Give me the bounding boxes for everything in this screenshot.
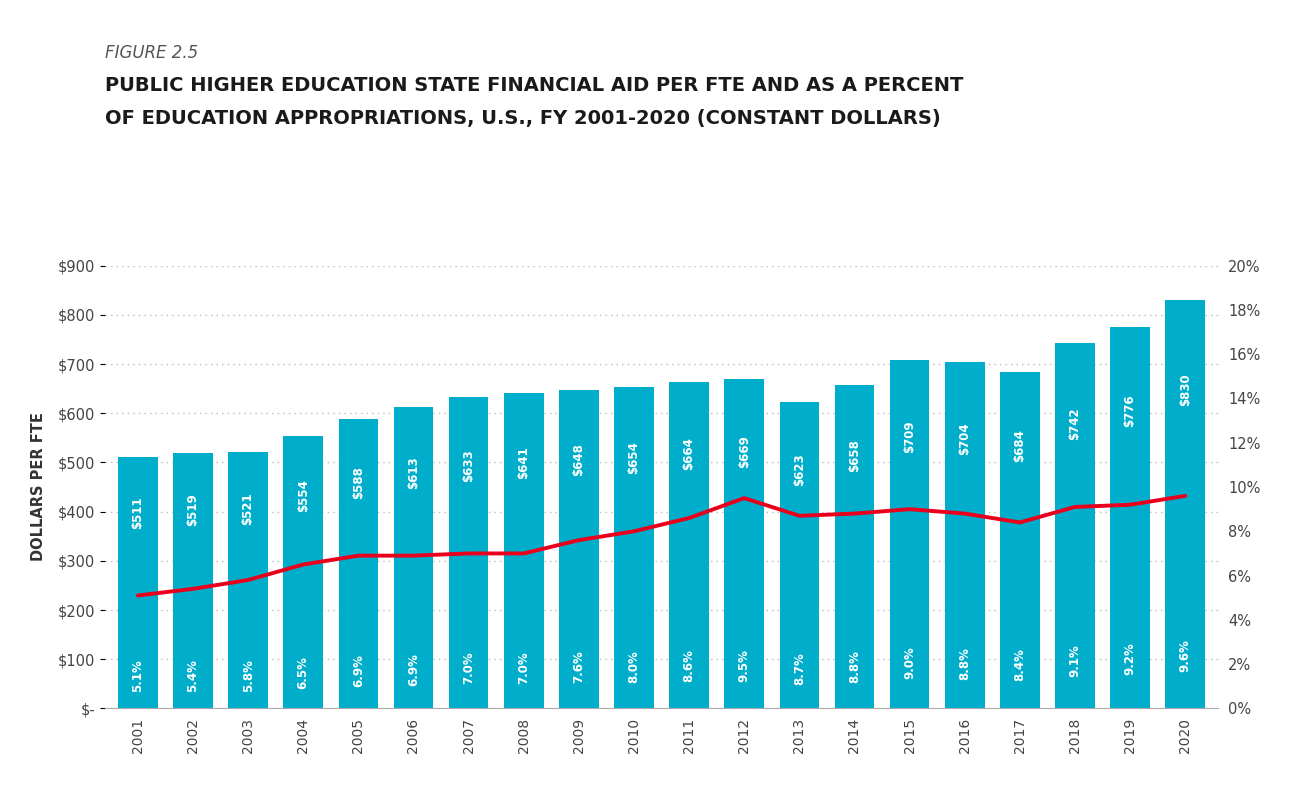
Text: 5.1%: 5.1% bbox=[131, 659, 144, 692]
Text: 9.5%: 9.5% bbox=[738, 649, 751, 682]
Text: 7.0%: 7.0% bbox=[462, 651, 476, 684]
Text: $554: $554 bbox=[297, 480, 309, 512]
Text: 8.8%: 8.8% bbox=[958, 647, 971, 679]
Text: 6.9%: 6.9% bbox=[352, 654, 365, 687]
Text: 8.6%: 8.6% bbox=[683, 650, 696, 683]
Text: $742: $742 bbox=[1069, 407, 1082, 440]
Text: 8.0%: 8.0% bbox=[627, 650, 641, 683]
Text: 9.0%: 9.0% bbox=[903, 646, 916, 679]
Text: 6.5%: 6.5% bbox=[297, 657, 309, 689]
Bar bbox=[945, 362, 985, 708]
Bar bbox=[889, 360, 930, 708]
Text: PUBLIC HIGHER EDUCATION STATE FINANCIAL AID PER FTE AND AS A PERCENT: PUBLIC HIGHER EDUCATION STATE FINANCIAL … bbox=[105, 76, 963, 96]
Bar bbox=[504, 393, 544, 708]
Text: $776: $776 bbox=[1124, 394, 1137, 427]
Bar bbox=[1111, 327, 1150, 708]
Text: $588: $588 bbox=[352, 466, 365, 499]
Text: OF EDUCATION APPROPRIATIONS, U.S., FY 2001-2020 (CONSTANT DOLLARS): OF EDUCATION APPROPRIATIONS, U.S., FY 20… bbox=[105, 109, 941, 128]
Bar bbox=[283, 436, 324, 708]
Bar bbox=[779, 402, 819, 708]
Text: $641: $641 bbox=[517, 446, 531, 479]
Text: $664: $664 bbox=[683, 437, 696, 470]
Text: $648: $648 bbox=[572, 444, 586, 477]
Text: 5.4%: 5.4% bbox=[186, 658, 199, 691]
Bar bbox=[449, 397, 489, 708]
Text: $669: $669 bbox=[738, 436, 751, 469]
Bar bbox=[669, 382, 709, 708]
Text: 8.7%: 8.7% bbox=[793, 652, 806, 685]
Text: $658: $658 bbox=[848, 440, 861, 473]
Y-axis label: DOLLARS PER FTE: DOLLARS PER FTE bbox=[31, 413, 46, 561]
Bar bbox=[614, 386, 654, 708]
Bar bbox=[228, 452, 269, 708]
Bar bbox=[1055, 344, 1095, 708]
Text: $654: $654 bbox=[627, 441, 641, 474]
Text: $830: $830 bbox=[1179, 374, 1192, 407]
Text: $709: $709 bbox=[903, 420, 916, 452]
Bar bbox=[724, 379, 764, 708]
Bar bbox=[118, 457, 157, 708]
Text: $613: $613 bbox=[407, 457, 421, 489]
Text: 8.8%: 8.8% bbox=[848, 650, 861, 683]
Text: $633: $633 bbox=[462, 449, 476, 482]
Text: 7.0%: 7.0% bbox=[517, 651, 531, 683]
Text: $521: $521 bbox=[241, 492, 254, 525]
Text: FIGURE 2.5: FIGURE 2.5 bbox=[105, 44, 198, 62]
Text: 5.8%: 5.8% bbox=[241, 658, 254, 691]
Text: $623: $623 bbox=[793, 453, 806, 485]
Bar bbox=[834, 385, 874, 708]
Text: 9.1%: 9.1% bbox=[1069, 645, 1082, 677]
Bar bbox=[173, 453, 212, 708]
Bar bbox=[393, 407, 434, 708]
Text: 7.6%: 7.6% bbox=[572, 650, 586, 683]
Bar bbox=[1000, 372, 1040, 708]
Text: 8.4%: 8.4% bbox=[1014, 648, 1026, 681]
Bar bbox=[559, 390, 599, 708]
Text: $511: $511 bbox=[131, 496, 144, 529]
Text: $704: $704 bbox=[958, 422, 971, 455]
Text: 9.2%: 9.2% bbox=[1124, 642, 1137, 675]
Bar bbox=[338, 419, 379, 708]
Text: $684: $684 bbox=[1014, 430, 1026, 462]
Text: 6.9%: 6.9% bbox=[407, 653, 421, 686]
Bar bbox=[1166, 300, 1205, 708]
Text: $519: $519 bbox=[186, 493, 199, 526]
Text: 9.6%: 9.6% bbox=[1179, 639, 1192, 671]
